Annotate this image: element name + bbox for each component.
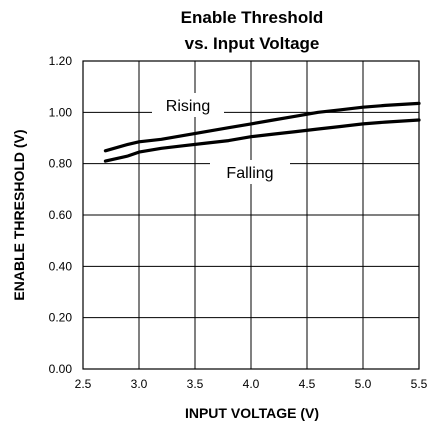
y-tick-label: 0.40	[49, 259, 73, 273]
series-label-falling: Falling	[226, 165, 273, 182]
y-tick-label: 1.20	[49, 54, 73, 68]
tick-labels: 2.5 3.0 3.5 4.0 4.5 5.0 5.5 0.00 0.20 0.40 0.60 0.8…	[49, 54, 428, 391]
y-tick-label: 1.00	[49, 105, 73, 119]
x-tick-label: 2.5	[75, 377, 92, 391]
x-axis-label: INPUT VOLTAGE (V)	[185, 405, 319, 421]
plot-frame	[82, 60, 420, 370]
chart-title-line-1: Enable Threshold	[181, 8, 324, 27]
y-axis-label: ENABLE THRESHOLD (V)	[11, 129, 27, 300]
y-tick-label: 0.80	[49, 157, 73, 171]
series-line-rising	[103, 101, 421, 153]
chart-title-line-2: vs. Input Voltage	[185, 34, 320, 53]
x-tick-label: 5.5	[411, 377, 428, 391]
x-tick-label: 3.0	[131, 377, 148, 391]
y-tick-label: 0.60	[49, 208, 73, 222]
series-label-rising: Rising	[166, 98, 210, 115]
x-tick-label: 4.5	[299, 377, 316, 391]
y-tick-label: 0.20	[49, 311, 73, 325]
series-line-falling	[103, 118, 421, 163]
x-tick-label: 4.0	[243, 377, 260, 391]
falling-label-bg	[210, 160, 290, 184]
series-lines	[103, 101, 421, 163]
x-tick-label: 5.0	[355, 377, 372, 391]
x-tick-label: 3.5	[187, 377, 204, 391]
y-tick-label: 0.00	[49, 362, 73, 376]
rising-label-bg	[152, 93, 224, 117]
